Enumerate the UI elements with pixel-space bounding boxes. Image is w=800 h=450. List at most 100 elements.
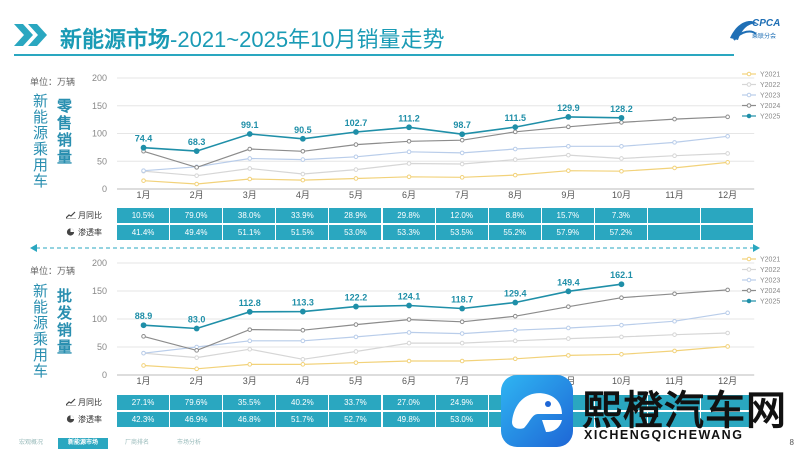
y-tick-label: 0: [102, 184, 107, 194]
data-label: 98.7: [453, 120, 471, 130]
retail-pen-cell: 53.5%: [435, 225, 489, 240]
data-label: 99.1: [241, 120, 259, 130]
x-tick-label: 7月: [455, 190, 469, 200]
data-point: [619, 143, 624, 149]
data-point: [247, 176, 253, 182]
data-point: [246, 131, 253, 137]
data-point: [618, 114, 625, 121]
x-tick-label: 3月: [243, 190, 257, 200]
data-point: [353, 349, 359, 354]
x-tick-label: 4月: [296, 190, 310, 200]
x-tick-label: 5月: [349, 190, 363, 200]
data-point: [353, 360, 359, 365]
data-point: [566, 325, 571, 331]
data-point: [300, 171, 306, 177]
data-point: [300, 327, 306, 333]
wholesale-yoy-label: 月同比: [60, 395, 117, 410]
data-point: [353, 303, 359, 310]
data-point: [459, 150, 465, 156]
retail-pen-cell: 53.0%: [329, 225, 383, 240]
data-point: [566, 304, 571, 309]
data-label: 88.9: [135, 311, 153, 321]
legend-marker: [746, 256, 752, 262]
data-label: 129.4: [504, 289, 527, 299]
data-point: [247, 338, 253, 344]
wholesale-pen-row: 渗透率 42.3% 46.9% 46.8% 51.7% 52.7% 49.8% 53.0%: [60, 412, 755, 427]
data-point: [512, 124, 519, 131]
series-line-Y2022: [143, 152, 728, 177]
footer-tab[interactable]: 宏观概况: [18, 440, 43, 446]
wholesale-chart: 0501001502001月2月3月4月5月6月7月8月9月10月11月12月8…: [92, 257, 780, 387]
data-point: [512, 299, 519, 306]
retail-yoy-cell: 12.0%: [435, 208, 489, 223]
series-line-Y2022: [143, 332, 728, 360]
data-point: [353, 154, 359, 160]
wholesale-yoy-cell: [648, 395, 702, 410]
data-point: [725, 330, 730, 336]
data-point: [725, 133, 730, 139]
data-point: [566, 336, 571, 341]
legend-entry: Y2022: [760, 267, 780, 274]
x-tick-label: 12月: [718, 190, 737, 200]
data-point: [672, 318, 677, 324]
trend-chart-icon: [66, 398, 76, 406]
data-point: [459, 331, 465, 336]
title-bar: 新能源市场-2021~2025年10月销量走势 CPCA 乘联分会: [0, 0, 800, 62]
data-point: [353, 334, 359, 340]
data-point: [725, 114, 730, 120]
data-point: [459, 319, 465, 325]
x-tick-label: 6月: [402, 376, 416, 386]
legend-marker: [746, 92, 752, 98]
wholesale-pen-cell: [701, 412, 755, 427]
pie-chart-icon: [66, 415, 75, 423]
y-tick-label: 100: [92, 129, 107, 139]
y-tick-label: 200: [92, 258, 107, 268]
x-tick-label: 10月: [612, 190, 631, 200]
trend-chart-icon: [66, 211, 76, 219]
data-point: [300, 362, 306, 367]
retail-yoy-cell: 7.3%: [594, 208, 648, 223]
retail-pen-label: 渗透率: [60, 225, 117, 240]
data-point: [566, 353, 571, 358]
data-point: [406, 161, 412, 166]
data-label: 111.2: [398, 113, 420, 123]
data-point: [619, 351, 624, 357]
x-tick-label: 3月: [243, 376, 257, 386]
wholesale-yoy-cell: 35.5%: [223, 395, 277, 410]
data-point: [459, 161, 465, 167]
retail-metric-label: 零售销量: [55, 98, 72, 166]
data-point: [725, 151, 730, 156]
data-point: [512, 356, 518, 362]
wholesale-yoy-cell: [594, 395, 648, 410]
data-point: [725, 287, 730, 293]
data-point: [619, 322, 624, 328]
data-point: [672, 140, 677, 145]
data-label: 90.5: [294, 125, 312, 135]
legend-entry: Y2023: [760, 93, 780, 100]
footer-nav: 宏观概况 新能源市场 厂商排名 市场分析 8: [0, 436, 800, 450]
y-tick-label: 50: [97, 342, 107, 352]
wholesale-pen-cell: 52.7%: [329, 412, 383, 427]
page-title: 新能源市场-2021~2025年10月销量走势: [60, 27, 445, 52]
data-point: [512, 327, 518, 333]
retail-yoy-cell: 15.7%: [541, 208, 595, 223]
legend-marker: [746, 298, 752, 304]
footer-tab[interactable]: 新能源市场: [58, 438, 108, 449]
series-line-Y2025: [143, 116, 622, 152]
data-point: [141, 178, 146, 183]
wholesale-side-label: 新能源乘用车: [31, 283, 48, 379]
x-tick-label: 8月: [508, 190, 522, 200]
footer-tab[interactable]: 厂商排名: [124, 440, 149, 446]
x-tick-label: 9月: [561, 190, 575, 200]
data-label: 111.5: [504, 113, 526, 123]
data-point: [406, 138, 412, 144]
footer-tab[interactable]: 市场分析: [176, 440, 201, 446]
legend-marker: [746, 288, 752, 293]
double-chevron-icon: [14, 24, 47, 46]
data-point: [512, 129, 518, 135]
retail-yoy-cell: 10.5%: [117, 208, 171, 223]
cpca-logo-icon: [730, 20, 758, 41]
legend-marker: [746, 267, 752, 272]
data-point: [725, 344, 730, 349]
